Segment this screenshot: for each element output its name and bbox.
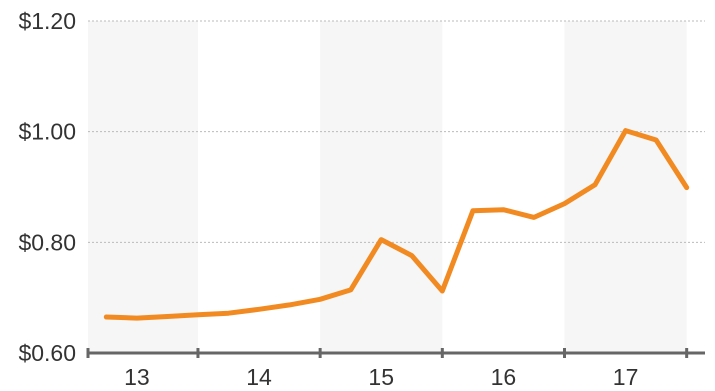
year-band-15: [320, 21, 443, 353]
year-bands: [88, 21, 687, 353]
y-tick-label: $1.00: [18, 119, 76, 145]
year-band-17: [564, 21, 687, 353]
x-axis: [86, 348, 705, 358]
data-point: [409, 253, 414, 258]
data-point: [226, 311, 231, 316]
x-tick-label: 16: [491, 364, 517, 390]
x-axis-labels: 13 14 15 16 17: [124, 364, 638, 390]
data-point: [379, 237, 384, 242]
data-point: [440, 289, 445, 294]
series-line: [103, 128, 690, 321]
x-tick-label: 15: [368, 364, 394, 390]
x-tick-label: 13: [124, 364, 150, 390]
y-tick-label: $0.80: [18, 229, 76, 255]
data-point: [593, 182, 598, 187]
data-point: [562, 201, 567, 206]
data-point: [257, 307, 262, 312]
year-band-13: [88, 21, 198, 353]
y-tick-label: $0.60: [18, 340, 76, 366]
data-point: [195, 312, 200, 317]
data-point: [318, 297, 323, 302]
data-point: [104, 315, 109, 320]
data-point: [654, 137, 659, 142]
data-point: [623, 128, 628, 133]
x-tick-label: 17: [613, 364, 639, 390]
data-point: [348, 287, 353, 292]
data-point: [470, 208, 475, 213]
data-point: [501, 207, 506, 212]
data-point: [287, 302, 292, 307]
data-point: [134, 316, 139, 321]
series-group: [103, 128, 690, 321]
data-point: [165, 314, 170, 319]
y-axis-labels: $0.60 $0.80 $1.00 $1.20: [18, 8, 76, 366]
data-point: [684, 185, 689, 190]
x-tick-label: 14: [246, 364, 272, 390]
y-tick-label: $1.20: [18, 8, 76, 34]
data-point: [531, 215, 536, 220]
gridlines: [88, 20, 705, 243]
